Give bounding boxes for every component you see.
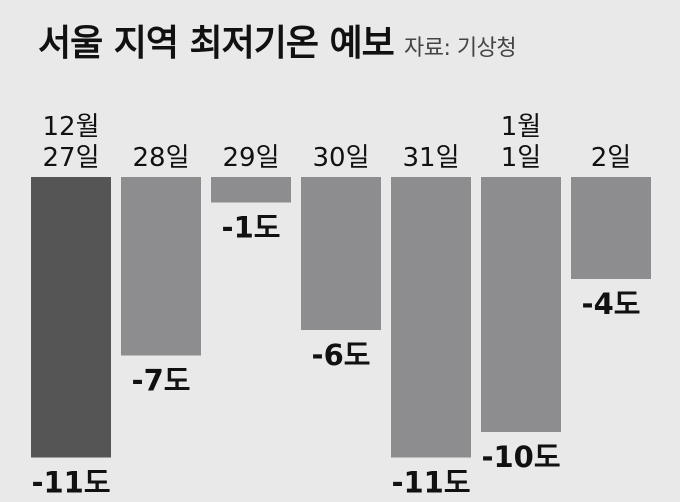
category-label-6: 2일 — [591, 143, 631, 173]
category-label-2: 29일 — [222, 143, 279, 173]
value-label-6: -4도 — [582, 287, 641, 321]
bar-3 — [301, 177, 381, 330]
category-label-5-line1: 1일 — [501, 143, 541, 173]
category-label-0-line1: 27일 — [42, 143, 99, 173]
category-label-0-line0: 12월 — [42, 112, 99, 142]
category-label-4: 31일 — [402, 143, 459, 173]
bar-6 — [571, 177, 651, 279]
value-label-5: -10도 — [481, 440, 560, 474]
value-label-2: -1도 — [222, 211, 281, 245]
value-label-3: -6도 — [312, 338, 371, 372]
value-label-4: -11도 — [391, 466, 470, 500]
bar-4 — [391, 177, 471, 458]
bar-2 — [211, 177, 291, 203]
chart-title: 서울 지역 최저기온 예보 — [38, 23, 395, 64]
category-label-5-line0: 1월 — [501, 112, 541, 142]
bar-1 — [121, 177, 201, 356]
bar-0 — [31, 177, 111, 458]
source-label: 자료: 기상청 — [404, 36, 517, 61]
value-label-0: -11도 — [31, 466, 110, 500]
value-label-1: -7도 — [132, 364, 191, 398]
category-label-1: 28일 — [132, 143, 189, 173]
bar-5 — [481, 177, 561, 432]
category-label-3: 30일 — [312, 143, 369, 173]
